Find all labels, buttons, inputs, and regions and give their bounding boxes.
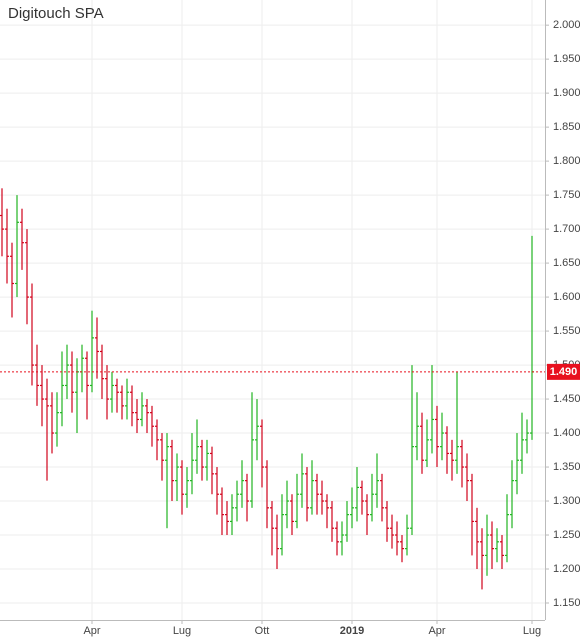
y-tick-label: 1.350	[553, 461, 580, 473]
y-tick-label: 1.700	[553, 223, 580, 235]
x-tick-label: Lug	[523, 625, 541, 637]
x-tick-label: Ott	[255, 625, 270, 637]
y-tick-label: 1.200	[553, 563, 580, 575]
y-tick-label: 1.650	[553, 257, 580, 269]
y-tick-label: 1.600	[553, 291, 580, 303]
y-tick-label: 1.150	[553, 597, 580, 609]
x-tick-label: Apr	[83, 625, 100, 637]
y-tick-label: 1.900	[553, 87, 580, 99]
y-tick-label: 1.550	[553, 325, 580, 337]
y-tick-label: 1.250	[553, 529, 580, 541]
x-tick-label: 2019	[340, 625, 364, 637]
y-tick-label: 1.400	[553, 427, 580, 439]
x-tick-label: Apr	[428, 625, 445, 637]
y-tick-label: 1.800	[553, 155, 580, 167]
y-tick-label: 1.950	[553, 53, 580, 65]
y-tick-label: 2.000	[553, 19, 580, 31]
y-tick-label: 1.450	[553, 393, 580, 405]
x-tick-label: Lug	[173, 625, 191, 637]
last-price-label: 1.490	[550, 366, 578, 378]
y-tick-label: 1.850	[553, 121, 580, 133]
chart-title: Digitouch SPA	[8, 5, 104, 22]
last-price-box	[547, 363, 580, 380]
y-tick-label: 1.300	[553, 495, 580, 507]
y-tick-label: 1.750	[553, 189, 580, 201]
